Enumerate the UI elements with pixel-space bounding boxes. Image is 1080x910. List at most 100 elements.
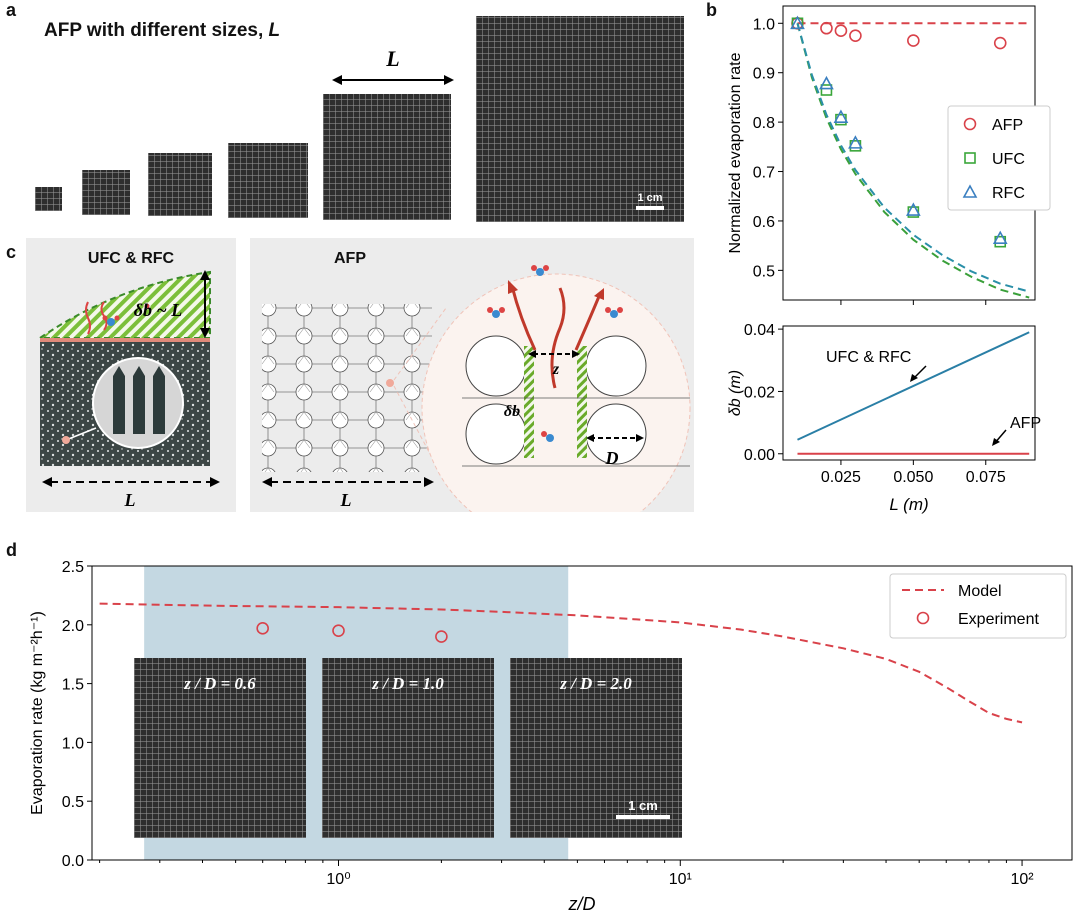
inset-photo-3: z / D = 2.0 1 cm [510, 658, 682, 838]
b-annot-afp: AFP [1010, 415, 1041, 432]
b-point-ufc [820, 84, 833, 96]
b-bottom-ytick-label: 0.04 [744, 322, 775, 339]
afp-sample-6 [476, 16, 684, 222]
D-label: D [605, 448, 619, 468]
b-model-curve-rfc [796, 23, 1030, 293]
inset-label-3: z / D = 2.0 [560, 674, 632, 693]
b-point-afp [834, 24, 848, 38]
panel-c-right-title: AFP [334, 250, 366, 267]
d-legend-exp-marker [916, 611, 930, 625]
d-experiment-point [256, 622, 269, 635]
panel-a-title-text: AFP with different sizes, [44, 20, 269, 41]
b-legend-label-ufc: UFC [992, 151, 1025, 168]
d-ytick-label: 2.0 [62, 618, 84, 635]
panel-b-label: b [706, 0, 717, 20]
d-frame [91, 565, 1073, 861]
b-top-ytick-label: 0.6 [753, 214, 775, 231]
b-annot-arrowhead-ufc [910, 374, 918, 382]
d-model-curve [99, 602, 1023, 724]
d-experiment-point [332, 624, 345, 637]
d-xtick-label: 10¹ [669, 871, 692, 888]
b-point-rfc [819, 75, 834, 90]
b-top-ytick-label: 0.7 [753, 165, 775, 182]
b-point-afp [820, 21, 833, 35]
d-ytick-label: 0.5 [62, 794, 84, 811]
d-ytick-label: 0.0 [62, 853, 84, 870]
b-annot-arrowhead-afp [992, 438, 1000, 446]
b-top-ytick-label: 0.9 [753, 66, 775, 83]
panel-d-scale-label: 1 cm [628, 798, 658, 813]
b-point-rfc [833, 109, 849, 123]
d-ylabel: Evaporation rate (kg m⁻²h⁻¹) [29, 611, 46, 815]
afp-schematic: z δb D L [262, 265, 691, 512]
b-bottom-xtick-label: 0.075 [966, 469, 1006, 486]
inset-photo-2: z / D = 1.0 [322, 658, 494, 838]
afp-lattice [262, 304, 432, 472]
size-arrow: L [332, 46, 454, 85]
chart-b: 0.5 0.6 0.7 0.8 0.9 1.0 Normalized evaporation… [727, 5, 1051, 514]
left-length-label: L [124, 490, 136, 510]
b-model-curve-ufc [796, 23, 1030, 299]
inset-label-1: z / D = 0.6 [184, 674, 256, 693]
panel-d-scale-bar: 1 cm [616, 798, 670, 819]
d-xlabel: z/D [568, 894, 596, 910]
afp-sample-5 [323, 94, 451, 220]
afp-sample-2 [82, 170, 130, 215]
panel-c-label: c [6, 242, 17, 262]
b-point-rfc [790, 15, 805, 30]
b-bottom-ylabel: δb (m) [727, 370, 744, 416]
b-point-rfc [905, 202, 921, 216]
afp-sample-1 [35, 187, 62, 211]
d-xtick-label: 10² [1010, 871, 1034, 888]
b-top-ytick-label: 1.0 [753, 16, 775, 33]
d-ytick-label: 1.5 [62, 677, 84, 694]
z-label: z [552, 361, 560, 378]
b-annot-ufc-rfc: UFC & RFC [826, 349, 911, 366]
d-legend-model-label: Model [958, 583, 1002, 600]
ufc-rfc-schematic: δb ~ L L [36, 270, 220, 510]
b-legend-marker-afp [963, 117, 977, 131]
b-legend-marker-rfc [962, 184, 978, 198]
b-top-ylabel: Normalized evaporation rate [727, 52, 744, 253]
panel-a-scale-bar: 1 cm [636, 192, 664, 210]
d-xtick-label: 10⁰ [326, 871, 350, 888]
size-arrow-label: L [385, 46, 399, 71]
b-legend-label-afp: AFP [992, 117, 1023, 134]
b-top-ytick-label: 0.5 [753, 263, 775, 280]
panel-a-title: AFP with different sizes, L [44, 20, 280, 42]
b-bottom-frame [782, 325, 1036, 461]
b-point-rfc [992, 230, 1008, 245]
d-ytick-label: 1.0 [62, 735, 84, 752]
b-bottom-xtick-label: 0.025 [821, 469, 861, 486]
b-legend-box [947, 105, 1051, 211]
panel-a-scale-label: 1 cm [637, 192, 663, 204]
b-point-rfc [848, 135, 863, 149]
panel-d-label: d [6, 540, 17, 560]
inset-photo-1: z / D = 0.6 [134, 658, 306, 838]
panel-a-label: a [6, 0, 17, 20]
panel-a-title-var: L [268, 20, 281, 41]
d-experiment-point [435, 630, 448, 643]
b-bottom-xtick-label: 0.050 [893, 469, 933, 486]
inset-label-2: z / D = 1.0 [372, 674, 444, 693]
b-top-ytick-label: 0.8 [753, 115, 775, 132]
b-point-afp [907, 34, 920, 47]
b-point-afp [849, 29, 862, 42]
delta-b-label: δb ~ L [134, 300, 182, 320]
afp-sample-4 [228, 143, 308, 218]
b-bottom-line-ufc-rfc [797, 331, 1030, 441]
b-bottom-xlabel: L (m) [889, 495, 928, 514]
boundary-layer [36, 270, 211, 339]
d-ytick-label: 2.5 [62, 559, 84, 576]
b-point-afp [993, 36, 1007, 50]
afp-delta-b-label: δb [504, 403, 520, 420]
afp-sample-3 [148, 153, 212, 216]
b-bottom-ytick-label: 0.00 [744, 447, 775, 464]
panel-c-left-title: UFC & RFC [87, 250, 175, 267]
right-length-label: L [340, 490, 352, 510]
zoom-bubble [421, 273, 691, 512]
b-legend-label-rfc: RFC [992, 185, 1025, 202]
d-legend-exp-label: Experiment [958, 611, 1039, 628]
b-bottom-ytick-label: 0.02 [744, 384, 775, 401]
b-legend-marker-ufc [964, 152, 976, 164]
